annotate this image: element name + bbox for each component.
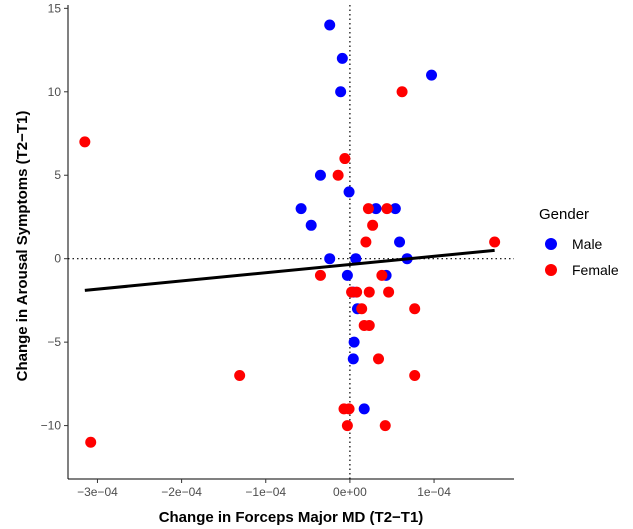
data-point-female	[332, 169, 344, 181]
data-point-female	[343, 403, 355, 415]
data-point-female	[314, 269, 326, 281]
legend-female-swatch	[545, 264, 557, 276]
data-point-male	[394, 236, 406, 248]
x-tick-label: 0e+00	[333, 485, 367, 499]
data-point-female	[85, 436, 97, 448]
data-point-female	[360, 236, 372, 248]
y-tick-label: 5	[54, 168, 61, 182]
y-tick-label: −10	[41, 419, 62, 433]
data-point-female	[409, 370, 421, 382]
data-point-male	[336, 52, 348, 64]
data-point-male	[389, 203, 401, 215]
data-point-male	[426, 69, 438, 81]
fit-line	[84, 248, 495, 292]
data-point-male	[347, 353, 359, 365]
data-points	[79, 19, 501, 448]
data-point-male	[324, 19, 336, 31]
data-point-female	[351, 286, 363, 298]
data-point-female	[383, 286, 395, 298]
data-point-male	[324, 253, 336, 265]
x-tick-label: −2e−04	[161, 485, 202, 499]
data-point-male	[343, 186, 355, 198]
data-point-female	[341, 420, 353, 432]
data-point-female	[79, 136, 91, 148]
legend-male-label: Male	[572, 236, 603, 252]
y-tick-label: 10	[48, 85, 62, 99]
y-axis-title: Change in Arousal Symptoms (T2−T1)	[14, 111, 31, 382]
data-point-male	[335, 86, 347, 98]
data-point-male	[314, 169, 326, 181]
legend-title: Gender	[539, 206, 589, 223]
legend: Gender Male Female	[539, 206, 619, 278]
data-point-female	[362, 203, 374, 215]
y-tick-label: 15	[48, 1, 62, 15]
data-point-female	[363, 319, 375, 331]
plot-axes	[67, 5, 514, 480]
data-point-female	[373, 353, 385, 365]
data-point-male	[370, 203, 382, 215]
data-point-female	[376, 269, 388, 281]
data-point-female	[381, 203, 393, 215]
data-point-female	[356, 303, 368, 315]
data-point-male	[295, 203, 307, 215]
x-tick-label: −1e−04	[245, 485, 286, 499]
data-point-male	[305, 219, 317, 231]
data-point-female	[367, 219, 379, 231]
x-axis-ticks: −3e−04 −2e−04 −1e−04 0e+00 1e−04	[77, 479, 451, 499]
data-point-female	[409, 303, 421, 315]
y-tick-label: −5	[47, 335, 61, 349]
x-axis-title: Change in Forceps Major MD (T2−T1)	[159, 509, 424, 526]
data-point-female	[489, 236, 501, 248]
data-point-female	[363, 286, 375, 298]
data-point-male	[348, 336, 360, 348]
legend-female-label: Female	[572, 262, 619, 278]
y-tick-label: 0	[54, 252, 61, 266]
x-tick-label: 1e−04	[417, 485, 451, 499]
data-point-male	[358, 403, 370, 415]
data-point-female	[379, 420, 391, 432]
data-point-female	[339, 153, 351, 165]
data-point-male	[341, 269, 353, 281]
data-point-female	[234, 370, 246, 382]
data-point-female	[396, 86, 408, 98]
data-point-male	[350, 253, 362, 265]
fit-line-group	[84, 248, 495, 292]
x-tick-label: −3e−04	[77, 485, 118, 499]
y-axis-ticks: −10 −5 0 5 10 15	[41, 1, 68, 433]
legend-male-swatch	[545, 238, 557, 250]
